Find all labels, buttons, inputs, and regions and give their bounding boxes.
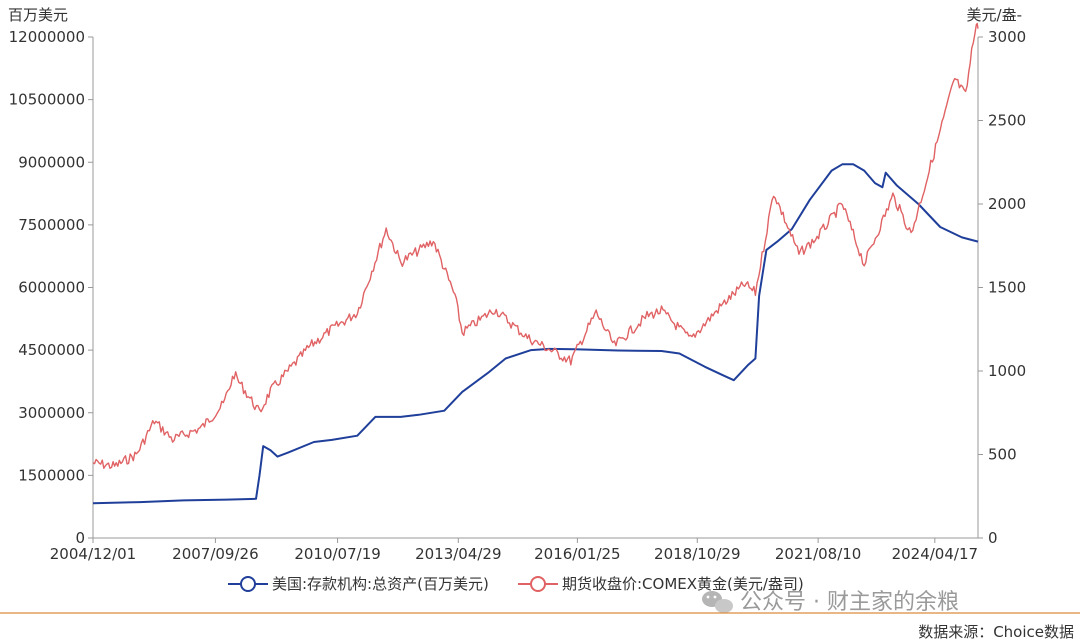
right-tick-label: 0: [988, 529, 998, 547]
series-line-comex-gold: [92, 22, 979, 469]
x-tick-label: 2018/10/29: [654, 545, 740, 563]
wechat-icon: [702, 591, 733, 613]
right-axis: 0 500 1000 1500 2000 2500 3000: [977, 28, 1026, 547]
right-tick-label: 1500: [988, 279, 1026, 297]
x-tick-label: 2004/12/01: [50, 545, 136, 563]
left-tick-label: 12000000: [9, 28, 85, 46]
x-tick-label: 2016/01/25: [534, 545, 620, 563]
left-tick-label: 0: [75, 529, 85, 547]
source-text: 数据来源：Choice数据: [918, 623, 1074, 641]
right-tick-label: 3000: [988, 28, 1026, 46]
right-tick-label: 2000: [988, 195, 1026, 213]
legend-label-comex-gold: 期货收盘价:COMEX黄金(美元/盎司): [562, 575, 804, 593]
left-tick-label: 10500000: [9, 91, 85, 109]
x-tick-label: 2007/09/26: [172, 545, 258, 563]
x-tick-label: 2013/04/29: [415, 545, 501, 563]
left-tick-label: 4500000: [18, 341, 85, 359]
legend-swatch-marker: [240, 576, 256, 592]
legend-swatch-marker: [530, 576, 546, 592]
watermark-text: 公众号 · 财主家的余粮: [740, 590, 959, 615]
watermark: 公众号 · 财主家的余粮: [702, 590, 959, 615]
left-tick-label: 9000000: [18, 153, 85, 171]
right-axis-unit: 美元/盎-: [967, 6, 1022, 24]
legend: 美国:存款机构:总资产(百万美元) 期货收盘价:COMEX黄金(美元/盎司): [228, 575, 804, 593]
right-tick-label: 1000: [988, 362, 1026, 380]
series-line-deposit-assets: [92, 163, 979, 505]
x-tick-label: 2024/04/17: [892, 545, 978, 563]
left-tick-label: 6000000: [18, 279, 85, 297]
x-axis: 2004/12/01 2007/09/26 2010/07/19 2013/04/29…: [50, 537, 978, 563]
right-tick-label: 2500: [988, 112, 1026, 130]
series-layer: [92, 22, 979, 505]
legend-item-comex-gold: 期货收盘价:COMEX黄金(美元/盎司): [518, 575, 804, 593]
left-tick-label: 3000000: [18, 404, 85, 422]
legend-label-deposit-assets: 美国:存款机构:总资产(百万美元): [272, 575, 489, 593]
legend-item-deposit-assets: 美国:存款机构:总资产(百万美元): [228, 575, 489, 593]
x-tick-label: 2010/07/19: [294, 545, 380, 563]
left-tick-label: 1500000: [18, 466, 85, 484]
left-axis-unit: 百万美元: [8, 6, 68, 24]
left-tick-label: 7500000: [18, 216, 85, 234]
right-tick-label: 500: [988, 446, 1017, 464]
x-tick-label: 2021/08/10: [775, 545, 861, 563]
left-axis: 0 1500000 3000000 4500000 6000000 7500000 9000…: [9, 28, 94, 547]
